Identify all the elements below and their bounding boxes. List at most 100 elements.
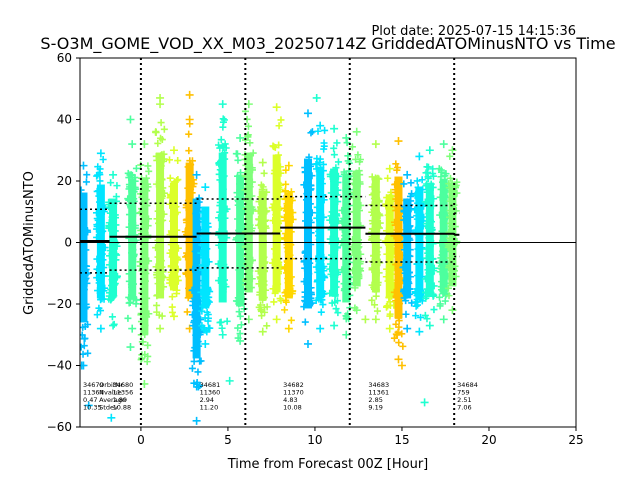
chart-title: S-O3M_GOME_VOD_XX_M03_20250714Z GriddedA… (40, 34, 615, 54)
scatter-point (281, 187, 289, 195)
scatter-point (277, 169, 285, 177)
scatter-point (368, 266, 376, 274)
scatter-point (244, 122, 252, 130)
scatter-point (312, 93, 321, 102)
scatter-point (395, 260, 403, 268)
scatter-point (404, 273, 412, 281)
scatter-point (319, 290, 327, 298)
scatter-column (232, 133, 248, 345)
scatter-point (340, 240, 348, 248)
scatter-point (273, 240, 281, 248)
scatter-point (100, 208, 108, 216)
scatter-core (192, 198, 201, 359)
scatter-point (437, 173, 445, 181)
scatter-point (93, 209, 101, 217)
scatter-point (83, 279, 91, 287)
scatter-point (387, 205, 395, 213)
scatter-point (106, 209, 114, 217)
y-tick-label: 20 (57, 174, 72, 188)
scatter-point (283, 244, 291, 252)
scatter-point (152, 263, 160, 271)
scatter-point (107, 286, 115, 294)
scatter-point (197, 357, 205, 365)
scatter-point (333, 139, 341, 147)
scatter-point (272, 246, 280, 254)
scatter-point (316, 121, 325, 130)
scatter-point (407, 179, 415, 187)
scatter-point (257, 306, 265, 314)
scatter-point (352, 127, 361, 136)
scatter-point (423, 315, 431, 323)
scatter-point (340, 280, 348, 288)
scatter-point (174, 244, 182, 252)
scatter-point (108, 250, 116, 258)
scatter-point (273, 201, 281, 209)
scatter-point (125, 270, 133, 278)
scatter-point (437, 166, 445, 174)
scatter-point (242, 161, 250, 169)
scatter-point (152, 128, 160, 136)
scatter-point (158, 194, 166, 202)
scatter-point (262, 208, 270, 216)
plot-inner (80, 58, 576, 427)
scatter-point (275, 206, 283, 214)
scatter-point (375, 244, 383, 252)
scatter-point (395, 339, 403, 347)
scatter-point (387, 241, 395, 249)
scatter-point (421, 198, 429, 206)
scatter-point (144, 222, 152, 230)
scatter-point (287, 194, 295, 202)
scatter-point (254, 207, 262, 215)
scatter-point (188, 189, 196, 197)
scatter-point (128, 140, 137, 149)
scatter-point (275, 122, 283, 130)
scatter-core (394, 176, 403, 319)
scatter-point (195, 342, 203, 350)
scatter-point (185, 130, 193, 138)
scatter-point (144, 341, 152, 349)
scatter-point (125, 181, 133, 189)
scatter-point (371, 261, 379, 269)
scatter-point (289, 209, 297, 217)
scatter-point (352, 188, 360, 196)
scatter-point (144, 231, 152, 239)
scatter-point (269, 285, 277, 293)
scatter-column (268, 103, 285, 324)
scatter-point (439, 140, 448, 149)
scatter-point (315, 213, 323, 221)
scatter-point (401, 269, 409, 277)
scatter-point (330, 144, 338, 152)
scatter-point (331, 199, 339, 207)
scatter-point (185, 284, 192, 292)
orbit-stat-label: 2.94 (200, 396, 214, 404)
scatter-point (204, 314, 212, 322)
scatter-point (385, 193, 393, 201)
scatter-point (446, 152, 454, 160)
scatter-point (223, 317, 231, 325)
scatter-point (392, 330, 400, 338)
orbit-stat-label: 34684 (457, 381, 478, 389)
scatter-point (184, 224, 192, 232)
scatter-point (111, 211, 119, 219)
scatter-point (93, 233, 101, 241)
scatter-point (240, 305, 248, 313)
scatter-point (182, 253, 190, 261)
scatter-point (245, 248, 253, 256)
scatter-point (185, 147, 193, 155)
scatter-point (412, 226, 420, 234)
scatter-point (344, 152, 352, 160)
scatter-point (424, 168, 432, 176)
scatter-point (340, 265, 348, 273)
scatter-point (261, 308, 269, 316)
scatter-point (196, 331, 204, 339)
scatter-point (155, 219, 163, 227)
scatter-point (99, 227, 107, 235)
scatter-point (448, 251, 456, 259)
scatter-point (232, 150, 240, 158)
scatter-point (131, 183, 139, 191)
scatter-point (200, 254, 208, 262)
scatter-column (136, 140, 153, 388)
scatter-point (417, 313, 425, 321)
scatter-point (438, 209, 446, 217)
scatter-point (331, 184, 339, 192)
